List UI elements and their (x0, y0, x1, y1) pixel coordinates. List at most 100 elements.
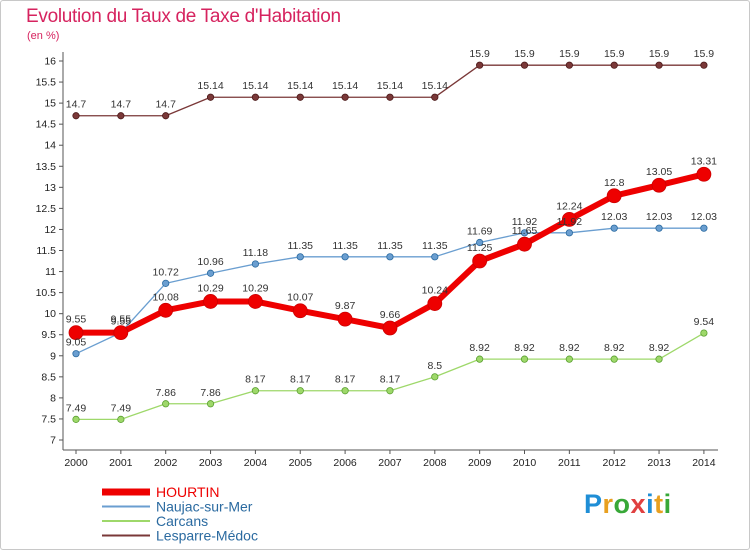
data-label-carcans: 8.17 (290, 374, 311, 386)
data-point-lesparre-m-doc (341, 93, 349, 101)
logo-letter: i (663, 489, 672, 519)
data-label-carcans: 8.92 (559, 342, 580, 354)
data-label-naujac-sur-mer: 11.92 (512, 216, 538, 228)
data-point-hourtin (158, 302, 174, 318)
data-label-naujac-sur-mer: 12.03 (646, 211, 672, 223)
proxiti-logo: Proxiti (584, 489, 672, 520)
x-tick-label: 2001 (109, 457, 133, 469)
data-label-hourtin: 9.87 (335, 300, 356, 312)
y-tick-label: 9 (50, 350, 56, 362)
data-label-carcans: 8.92 (469, 342, 490, 354)
data-point-naujac-sur-mer (341, 253, 349, 261)
data-label-carcans: 7.86 (155, 387, 176, 399)
data-point-hourtin (651, 177, 667, 193)
data-label-lesparre-m-doc: 15.14 (332, 80, 358, 92)
data-label-lesparre-m-doc: 15.9 (604, 48, 625, 60)
data-point-carcans (431, 373, 439, 381)
data-label-lesparre-m-doc: 15.9 (649, 48, 670, 60)
logo-letter: P (584, 489, 603, 519)
data-label-hourtin: 13.05 (646, 166, 672, 178)
data-label-naujac-sur-mer: 10.96 (197, 256, 223, 268)
data-label-lesparre-m-doc: 14.7 (155, 99, 176, 111)
logo-letter: t (654, 489, 664, 519)
y-tick-label: 7 (50, 435, 56, 447)
y-tick-label: 8 (50, 392, 56, 404)
data-point-lesparre-m-doc (251, 93, 259, 101)
data-label-lesparre-m-doc: 15.9 (514, 48, 535, 60)
x-tick-label: 2005 (289, 457, 313, 469)
y-tick-label: 11.5 (36, 245, 56, 257)
data-label-hourtin: 10.24 (422, 285, 448, 297)
data-label-carcans: 8.92 (649, 342, 670, 354)
data-point-hourtin (337, 311, 353, 327)
y-tick-label: 15.5 (36, 77, 57, 89)
data-point-lesparre-m-doc (117, 112, 125, 120)
data-point-hourtin (696, 166, 712, 182)
data-point-naujac-sur-mer (206, 269, 215, 277)
data-point-naujac-sur-mer (162, 279, 170, 287)
data-label-naujac-sur-mer: 11.92 (557, 216, 583, 228)
data-point-naujac-sur-mer (386, 253, 394, 261)
data-label-naujac-sur-mer: 12.03 (691, 211, 717, 223)
data-label-carcans: 7.86 (200, 387, 221, 399)
x-tick-label: 2009 (468, 457, 492, 469)
data-label-hourtin: 11.65 (512, 225, 538, 237)
x-tick-label: 2004 (244, 457, 268, 469)
data-label-carcans: 8.5 (427, 360, 442, 372)
data-point-naujac-sur-mer (72, 350, 80, 358)
data-point-carcans (251, 387, 259, 395)
data-point-carcans (206, 400, 215, 408)
data-point-carcans (520, 355, 529, 363)
x-tick-label: 2007 (378, 457, 402, 469)
data-point-hourtin (247, 294, 263, 309)
x-tick-label: 2000 (64, 457, 88, 469)
data-point-hourtin (472, 253, 488, 269)
data-point-lesparre-m-doc (431, 93, 439, 101)
x-tick-label: 2010 (513, 457, 537, 469)
data-point-lesparre-m-doc (610, 61, 618, 69)
data-label-hourtin: 10.29 (197, 282, 223, 294)
data-label-naujac-sur-mer: 11.35 (288, 240, 314, 252)
data-label-naujac-sur-mer: 11.35 (332, 240, 358, 252)
data-label-naujac-sur-mer: 11.35 (422, 240, 448, 252)
data-label-naujac-sur-mer: 11.35 (377, 240, 403, 252)
data-label-hourtin: 10.07 (287, 292, 313, 304)
y-tick-label: 9.5 (41, 329, 56, 341)
data-label-lesparre-m-doc: 15.14 (242, 80, 268, 92)
data-label-naujac-sur-mer: 10.72 (153, 266, 179, 278)
data-label-lesparre-m-doc: 15.9 (559, 48, 580, 60)
x-tick-label: 2006 (333, 457, 357, 469)
data-point-hourtin (203, 294, 218, 309)
data-point-lesparre-m-doc (700, 61, 708, 69)
data-point-naujac-sur-mer (251, 260, 259, 268)
data-label-naujac-sur-mer: 9.05 (66, 337, 87, 349)
data-label-lesparre-m-doc: 15.9 (469, 48, 490, 60)
data-point-carcans (655, 355, 663, 363)
data-point-lesparre-m-doc (72, 112, 80, 120)
y-tick-label: 14.5 (36, 119, 57, 131)
y-tick-label: 13.5 (36, 161, 57, 173)
data-point-carcans (565, 355, 573, 363)
y-tick-label: 12.5 (36, 203, 57, 215)
data-label-carcans: 8.92 (514, 342, 535, 354)
data-point-naujac-sur-mer (655, 224, 663, 232)
data-label-carcans: 7.49 (111, 402, 132, 414)
data-label-naujac-sur-mer: 12.03 (601, 211, 627, 223)
data-label-carcans: 7.49 (66, 402, 87, 414)
y-tick-label: 11 (45, 266, 56, 278)
data-point-lesparre-m-doc (565, 61, 573, 69)
data-point-lesparre-m-doc (296, 93, 304, 101)
data-label-lesparre-m-doc: 14.7 (111, 99, 132, 111)
data-point-hourtin (517, 236, 532, 252)
data-point-lesparre-m-doc (520, 61, 529, 69)
data-label-hourtin: 10.29 (242, 282, 268, 294)
logo-letter: i (646, 489, 655, 519)
data-point-hourtin (606, 188, 622, 204)
data-point-naujac-sur-mer (296, 253, 304, 261)
data-point-naujac-sur-mer (700, 224, 708, 232)
data-point-carcans (386, 387, 394, 395)
data-point-carcans (610, 355, 618, 363)
y-tick-label: 8.5 (41, 371, 56, 383)
data-point-carcans (296, 387, 304, 395)
